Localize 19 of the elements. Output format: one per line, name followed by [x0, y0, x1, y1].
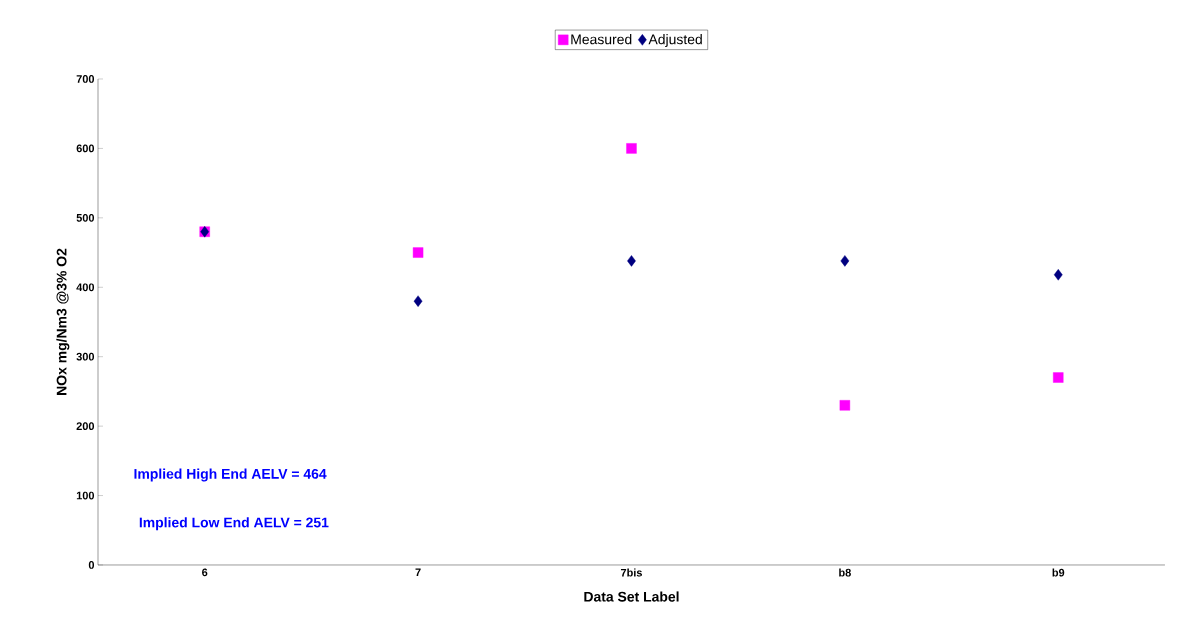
y-tick-label: 600	[76, 144, 95, 153]
annotation: Implied High End AELV = 464	[134, 468, 327, 482]
x-tick-label: b8	[839, 568, 851, 577]
x-axis-title: Data Set Label	[584, 591, 679, 602]
y-axis-title: NOx mg/Nm3 @3% O2	[56, 248, 70, 395]
x-tick-label: 7bis	[620, 568, 642, 577]
x-tick-label: 6	[202, 568, 208, 577]
y-tick-label: 200	[76, 422, 95, 431]
x-tick-label: b9	[1052, 568, 1065, 577]
annotation: Implied Low End AELV = 251	[139, 517, 329, 531]
y-tick-label: 500	[76, 213, 95, 222]
y-tick-label: 0	[88, 561, 95, 569]
legend-label: Adjusted	[648, 34, 702, 48]
x-tick-label: 7	[415, 568, 421, 577]
y-tick-label: 400	[76, 283, 95, 292]
y-tick-label: 700	[76, 75, 95, 83]
y-tick-label: 100	[76, 491, 95, 500]
legend-label: Measured	[571, 34, 632, 45]
y-tick-label: 300	[76, 352, 95, 361]
